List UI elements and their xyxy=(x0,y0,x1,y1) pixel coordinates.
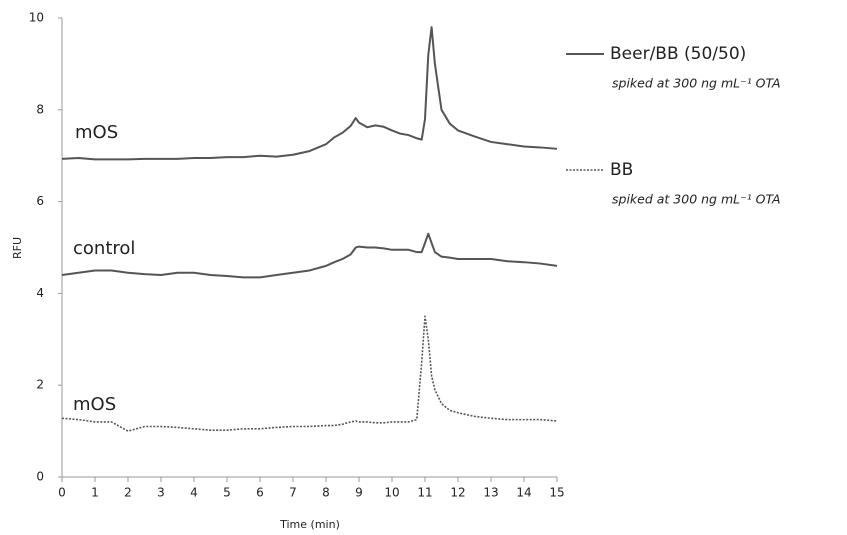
y-tick-label: 0 xyxy=(36,470,44,484)
trace xyxy=(61,232,558,279)
trace-label: control xyxy=(73,238,135,259)
trace-label: mOS xyxy=(73,394,116,415)
x-tick-label: 10 xyxy=(384,486,399,500)
x-tick-label: 12 xyxy=(450,486,465,500)
x-tick-label: 2 xyxy=(124,486,132,500)
trace xyxy=(61,315,558,432)
x-tick-label: 1 xyxy=(91,486,99,500)
y-tick-label: 6 xyxy=(36,194,44,208)
x-tick-label: 6 xyxy=(256,486,264,500)
trace xyxy=(61,26,558,161)
y-axis-title: RFU xyxy=(11,237,24,259)
x-axis-title: Time (min) xyxy=(279,518,340,531)
x-tick-label: 5 xyxy=(223,486,231,500)
x-tick-label: 15 xyxy=(549,486,564,500)
x-tick-label: 14 xyxy=(516,486,531,500)
x-tick-label: 0 xyxy=(58,486,66,500)
x-tick-label: 8 xyxy=(322,486,330,500)
y-tick-label: 8 xyxy=(36,102,44,116)
x-tick-label: 13 xyxy=(483,486,498,500)
x-tick-label: 7 xyxy=(289,486,297,500)
legend-label: Beer/BB (50/50) xyxy=(610,44,746,64)
y-tick-label: 2 xyxy=(36,378,44,392)
y-tick-label: 4 xyxy=(36,286,44,300)
legend-label: BB xyxy=(610,160,633,180)
trace-label: mOS xyxy=(75,122,118,143)
x-tick-label: 3 xyxy=(157,486,165,500)
x-tick-label: 11 xyxy=(417,486,432,500)
legend-note: spiked at 300 ng mL⁻¹ OTA xyxy=(612,192,781,207)
x-tick-label: 4 xyxy=(190,486,198,500)
legend-note: spiked at 300 ng mL⁻¹ OTA xyxy=(612,76,781,91)
x-tick-label: 9 xyxy=(355,486,363,500)
y-tick-label: 10 xyxy=(29,11,44,25)
